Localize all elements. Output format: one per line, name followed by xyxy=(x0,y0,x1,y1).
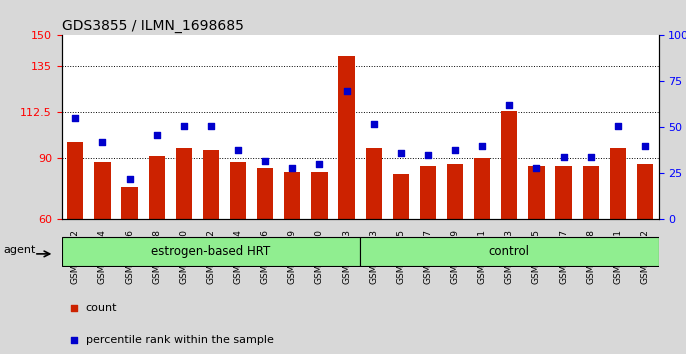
Bar xyxy=(311,172,328,219)
Text: estrogen-based HRT: estrogen-based HRT xyxy=(152,245,270,258)
Point xyxy=(639,143,650,149)
Bar xyxy=(257,169,273,219)
Bar xyxy=(338,56,355,219)
Bar xyxy=(94,162,110,219)
Point xyxy=(287,165,298,171)
Bar xyxy=(366,148,382,219)
Point xyxy=(558,154,569,160)
Point xyxy=(613,123,624,129)
Point xyxy=(504,103,514,108)
Bar xyxy=(176,148,192,219)
Point xyxy=(477,143,488,149)
Bar xyxy=(582,166,599,219)
Bar xyxy=(556,166,571,219)
Point xyxy=(368,121,379,127)
Point xyxy=(260,158,271,164)
Point xyxy=(206,123,217,129)
Bar xyxy=(230,162,246,219)
Bar xyxy=(203,150,219,219)
Bar xyxy=(637,164,653,219)
Bar xyxy=(447,164,463,219)
FancyBboxPatch shape xyxy=(360,237,659,266)
Bar xyxy=(474,158,490,219)
Bar xyxy=(528,166,545,219)
Text: control: control xyxy=(489,245,530,258)
Bar xyxy=(149,156,165,219)
Bar xyxy=(67,142,84,219)
Point xyxy=(531,165,542,171)
Point xyxy=(70,115,81,121)
Point xyxy=(449,147,460,152)
Point xyxy=(314,161,325,167)
Text: percentile rank within the sample: percentile rank within the sample xyxy=(86,335,274,345)
Bar xyxy=(284,172,300,219)
Point xyxy=(68,305,79,311)
Point xyxy=(341,88,352,93)
Bar xyxy=(420,166,436,219)
Point xyxy=(585,154,596,160)
FancyBboxPatch shape xyxy=(62,237,360,266)
Point xyxy=(68,337,79,343)
Point xyxy=(124,176,135,182)
Bar xyxy=(610,148,626,219)
Point xyxy=(97,139,108,145)
Point xyxy=(151,132,162,138)
Point xyxy=(395,150,406,156)
Text: agent: agent xyxy=(3,245,36,255)
Text: count: count xyxy=(86,303,117,313)
Bar xyxy=(121,187,138,219)
Bar xyxy=(501,111,517,219)
Bar xyxy=(392,175,409,219)
Point xyxy=(178,123,189,129)
Point xyxy=(423,152,434,158)
Text: GDS3855 / ILMN_1698685: GDS3855 / ILMN_1698685 xyxy=(62,19,244,33)
Point xyxy=(233,147,244,152)
